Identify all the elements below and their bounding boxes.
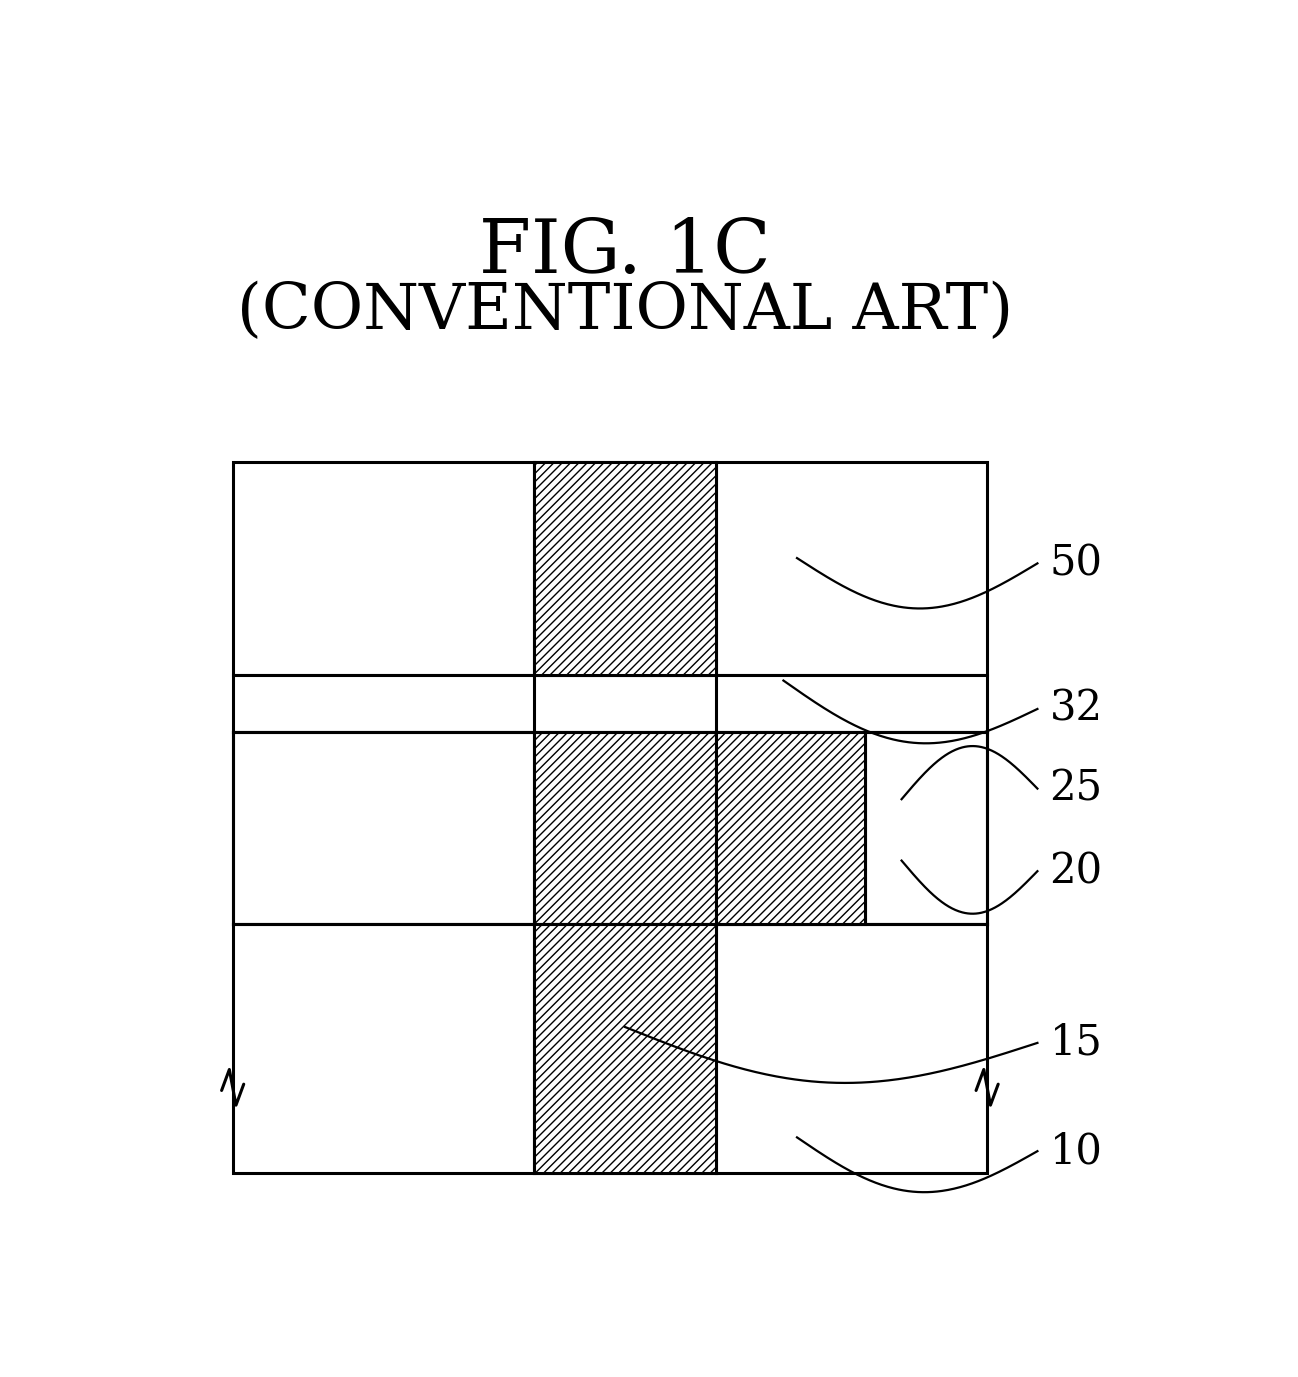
Text: (CONVENTIONAL ART): (CONVENTIONAL ART) bbox=[238, 281, 1012, 341]
Bar bbox=[232, 463, 988, 675]
Bar bbox=[715, 733, 864, 924]
Bar bbox=[864, 733, 986, 924]
Bar bbox=[232, 924, 988, 1173]
Text: 20: 20 bbox=[1050, 850, 1102, 892]
Text: 50: 50 bbox=[1050, 543, 1102, 584]
Bar bbox=[232, 733, 535, 924]
Bar bbox=[232, 675, 988, 733]
Text: 10: 10 bbox=[1050, 1131, 1102, 1172]
Bar bbox=[535, 733, 715, 924]
Text: 32: 32 bbox=[1050, 688, 1102, 730]
Text: 25: 25 bbox=[1050, 767, 1102, 810]
Text: 15: 15 bbox=[1050, 1022, 1102, 1064]
Bar bbox=[535, 463, 715, 675]
Text: FIG. 1C: FIG. 1C bbox=[479, 216, 771, 289]
Bar bbox=[535, 924, 715, 1173]
